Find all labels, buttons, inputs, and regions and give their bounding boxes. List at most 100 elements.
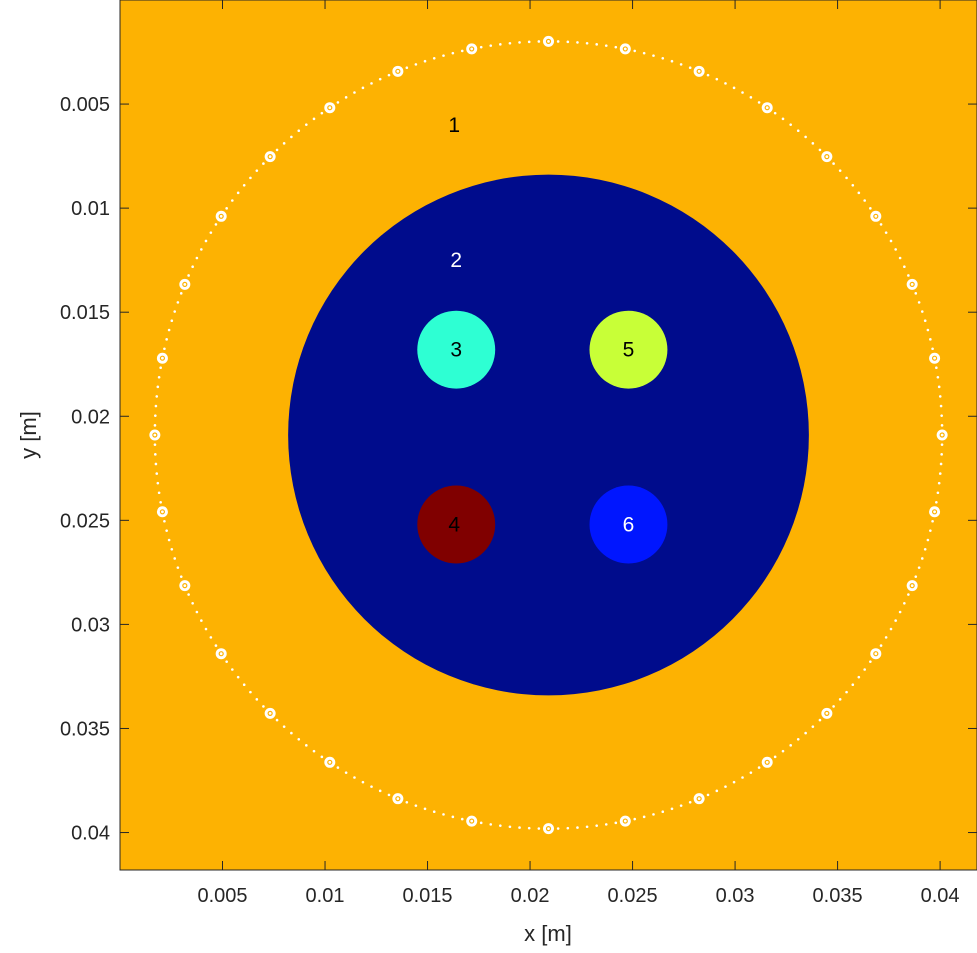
ring-dot	[155, 472, 159, 475]
ring-dot	[460, 817, 464, 821]
ring-dot	[937, 385, 941, 389]
sensor-marker	[466, 43, 478, 55]
sensor-marker	[693, 793, 705, 805]
sensor-marker-center	[622, 818, 628, 824]
sensor-marker-center	[159, 509, 166, 515]
ring-dot	[781, 749, 785, 753]
ring-dot	[936, 491, 940, 495]
ring-dot	[170, 319, 174, 323]
ring-dot	[154, 404, 158, 408]
sensor-marker	[179, 580, 191, 592]
ring-dot	[187, 274, 190, 277]
ring-dot	[275, 148, 279, 152]
y-tick-label: 0.03	[71, 614, 110, 636]
ring-dot	[163, 347, 166, 351]
ring-dot	[923, 547, 927, 551]
ring-dot	[214, 644, 218, 647]
sensor-marker-center	[873, 213, 879, 219]
ring-dot	[499, 43, 502, 46]
x-tick-label: 0.015	[403, 885, 453, 907]
sensor-marker-center	[622, 46, 628, 52]
ring-dot	[518, 41, 521, 44]
ring-dot	[305, 744, 308, 747]
y-tick-label: 0.04	[71, 823, 110, 845]
ring-dot	[898, 610, 902, 614]
sensor-marker	[179, 278, 191, 290]
ring-dot	[688, 800, 692, 804]
ring-dot	[290, 135, 293, 139]
ring-dot	[576, 826, 579, 829]
x-tick-label: 0.005	[197, 885, 247, 907]
ring-dot	[179, 292, 183, 295]
ring-dot	[378, 789, 382, 793]
ring-dot	[585, 41, 589, 45]
ring-dot	[566, 40, 570, 44]
ring-dot	[781, 117, 785, 121]
ring-dot	[917, 301, 921, 304]
ring-dot	[706, 793, 710, 797]
ring-dot	[749, 96, 753, 99]
sensor-marker-center	[545, 826, 552, 832]
ring-dot	[236, 675, 240, 679]
sensor-marker	[693, 65, 705, 77]
ring-dot	[312, 117, 316, 121]
ring-dot	[889, 239, 893, 243]
ring-dot	[165, 338, 168, 341]
ring-dot	[749, 771, 753, 774]
ring-dot	[157, 491, 161, 495]
ring-dot	[242, 183, 246, 187]
ring-dot	[167, 538, 171, 542]
ring-dot	[231, 199, 234, 202]
plot-frame	[119, 0, 977, 871]
ring-dot	[940, 414, 943, 417]
ring-dot	[652, 813, 655, 816]
ring-dot	[489, 44, 493, 47]
ring-dot	[489, 823, 493, 826]
ring-dot	[929, 338, 932, 341]
ring-dot	[262, 705, 265, 708]
ring-dot	[508, 41, 512, 45]
ring-dot	[715, 77, 719, 81]
ring-dot	[154, 462, 158, 466]
sensor-marker-center	[218, 213, 224, 219]
ring-dot	[191, 602, 194, 605]
ring-dot	[236, 191, 240, 195]
ring-dot	[479, 45, 483, 49]
ring-dot	[884, 231, 888, 234]
ring-dot	[940, 443, 944, 446]
ring-dot	[923, 319, 927, 323]
region-label-2: 2	[450, 249, 462, 272]
ring-dot	[361, 86, 365, 90]
sensor-marker-center	[267, 154, 273, 160]
sensor-marker	[906, 278, 918, 290]
ring-dot	[633, 49, 637, 53]
ring-dot	[670, 59, 674, 63]
sensor-marker	[156, 506, 168, 518]
ring-dot	[556, 40, 560, 43]
sensor-marker	[543, 35, 554, 47]
ring-dot	[838, 698, 842, 701]
ring-dot	[935, 500, 938, 504]
ring-dot	[757, 101, 761, 104]
ring-dot	[642, 815, 646, 819]
ring-dot	[159, 366, 162, 370]
region-label-5: 5	[623, 339, 635, 362]
ring-dot	[939, 462, 943, 466]
sensor-marker-center	[939, 432, 945, 438]
region-2-disk	[288, 174, 809, 696]
ring-dot	[290, 731, 293, 735]
ring-dot	[938, 395, 942, 398]
ring-dot	[225, 660, 228, 663]
ring-dot	[926, 328, 930, 332]
ring-dot	[451, 815, 455, 819]
ring-dot	[926, 538, 930, 542]
sensor-marker-center	[873, 651, 879, 657]
ring-dot	[857, 675, 861, 679]
sensor-marker-center	[267, 710, 273, 716]
ring-dot	[661, 810, 665, 813]
sensor-marker-center	[931, 509, 938, 515]
ring-dot	[479, 821, 483, 825]
ring-dot	[724, 82, 727, 85]
ring-dot	[153, 424, 157, 427]
ring-dot	[195, 256, 199, 260]
